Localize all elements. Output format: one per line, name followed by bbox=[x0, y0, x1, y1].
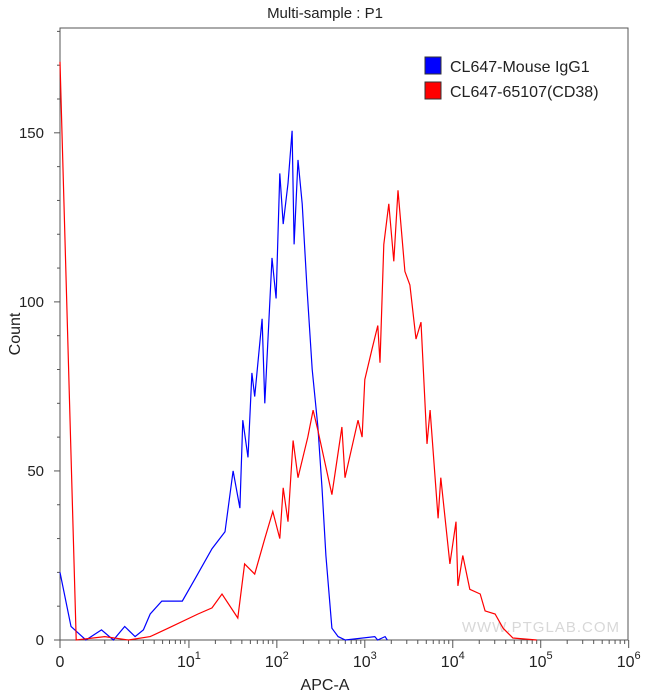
x-tick-exponent: 1 bbox=[195, 650, 201, 662]
legend-label-igg1: CL647-Mouse IgG1 bbox=[450, 59, 590, 76]
x-tick-base: 0 bbox=[56, 654, 65, 671]
x-tick-label: 0 bbox=[56, 654, 65, 671]
x-tick-exponent: 2 bbox=[283, 650, 289, 662]
series-line-0 bbox=[59, 130, 388, 641]
legend-swatch-igg1 bbox=[424, 56, 442, 75]
watermark: WWW.PTGLAB.COM bbox=[462, 619, 620, 636]
plot-frame bbox=[59, 27, 629, 641]
x-tick-base: 10 bbox=[529, 654, 547, 671]
legend: CL647-Mouse IgG1 CL647-65107(CD38) bbox=[424, 56, 599, 101]
y-tick-label: 100 bbox=[19, 294, 44, 311]
x-tick-label: 102 bbox=[265, 650, 289, 671]
y-axis-label: Count bbox=[7, 312, 24, 355]
x-tick-label: 101 bbox=[177, 650, 201, 671]
x-tick-label: 105 bbox=[529, 650, 553, 671]
y-tick-label: 0 bbox=[36, 632, 44, 649]
x-tick-base: 10 bbox=[441, 654, 459, 671]
series-lines bbox=[59, 61, 537, 641]
x-tick-base: 10 bbox=[353, 654, 371, 671]
x-tick-base: 10 bbox=[265, 654, 283, 671]
x-tick-exponent: 4 bbox=[459, 650, 465, 662]
x-tick-exponent: 6 bbox=[635, 650, 641, 662]
x-tick-label: 106 bbox=[617, 650, 641, 671]
x-tick-base: 10 bbox=[177, 654, 195, 671]
legend-swatch-cd38 bbox=[424, 81, 442, 100]
x-axis-label: APC-A bbox=[301, 677, 350, 694]
legend-label-cd38: CL647-65107(CD38) bbox=[450, 84, 599, 101]
y-tick-label: 150 bbox=[19, 125, 44, 142]
series-line-1 bbox=[59, 61, 537, 641]
chart-title: Multi-sample : P1 bbox=[267, 5, 383, 22]
x-tick-base: 10 bbox=[617, 654, 635, 671]
y-tick-label: 50 bbox=[27, 463, 44, 480]
x-tick-label: 103 bbox=[353, 650, 377, 671]
x-tick-exponent: 5 bbox=[547, 650, 553, 662]
x-tick-label: 104 bbox=[441, 650, 465, 671]
x-tick-exponent: 3 bbox=[371, 650, 377, 662]
